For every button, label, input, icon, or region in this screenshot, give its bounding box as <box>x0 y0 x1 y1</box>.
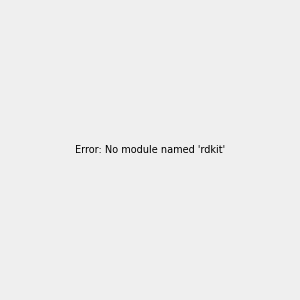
Text: Error: No module named 'rdkit': Error: No module named 'rdkit' <box>75 145 225 155</box>
